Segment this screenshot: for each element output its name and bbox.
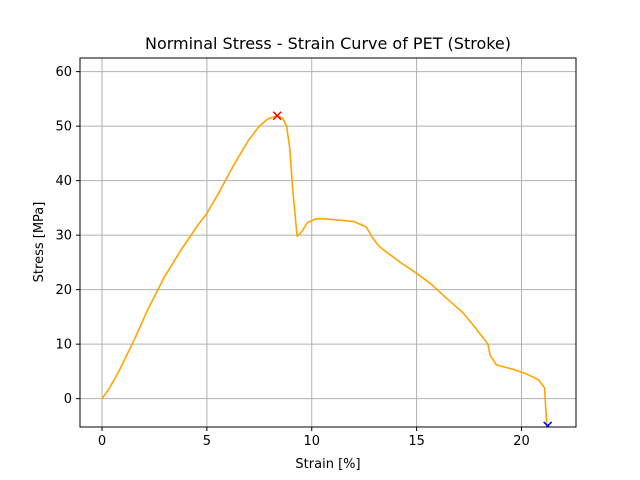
y-tick-label: 10 <box>55 338 72 353</box>
stress-strain-line <box>101 114 549 427</box>
x-tick-label: 0 <box>98 434 106 449</box>
y-tick-label: 40 <box>55 174 72 189</box>
axis-ticks: 0 5 10 15 20 0 10 20 30 40 50 60 <box>55 65 529 449</box>
x-tick-label: 10 <box>303 434 320 449</box>
x-tick-label: 15 <box>408 434 425 449</box>
y-tick-label: 20 <box>55 283 72 298</box>
y-tick-label: 60 <box>55 65 72 80</box>
plot-area <box>101 111 553 427</box>
y-tick-label: 30 <box>55 229 72 244</box>
x-tick-label: 20 <box>513 434 530 449</box>
max-stress-marker <box>272 111 282 121</box>
x-tick-label: 5 <box>203 434 211 449</box>
y-axis-label: Stress [MPa] <box>32 202 47 283</box>
plot-frame <box>79 57 577 428</box>
x-axis-label: Strain [%] <box>295 457 360 472</box>
fracture-marker <box>543 421 553 427</box>
chart-title: Norminal Stress - Strain Curve of PET (S… <box>145 34 511 53</box>
y-tick-label: 50 <box>55 120 72 135</box>
y-tick-label: 0 <box>64 392 72 407</box>
grid <box>80 58 576 427</box>
